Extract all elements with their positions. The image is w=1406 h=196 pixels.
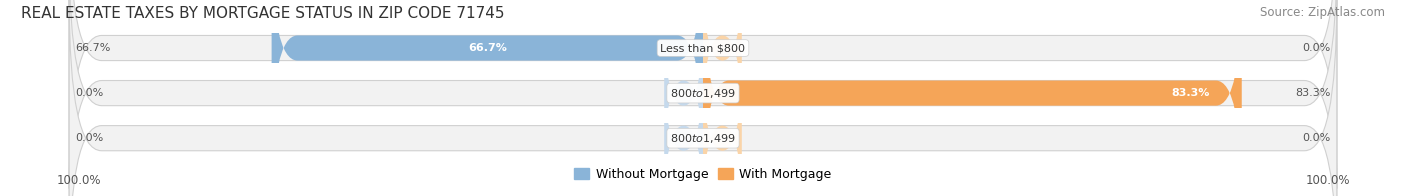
Text: 100.0%: 100.0% xyxy=(56,174,101,187)
Text: 100.0%: 100.0% xyxy=(1305,174,1350,187)
Text: 0.0%: 0.0% xyxy=(1302,43,1330,53)
Legend: Without Mortgage, With Mortgage: Without Mortgage, With Mortgage xyxy=(569,163,837,186)
FancyBboxPatch shape xyxy=(703,0,1241,196)
Text: $800 to $1,499: $800 to $1,499 xyxy=(671,132,735,145)
FancyBboxPatch shape xyxy=(703,0,742,127)
Text: 66.7%: 66.7% xyxy=(468,43,506,53)
Text: 83.3%: 83.3% xyxy=(1295,88,1330,98)
FancyBboxPatch shape xyxy=(664,14,703,172)
FancyBboxPatch shape xyxy=(69,0,1337,196)
FancyBboxPatch shape xyxy=(664,59,703,196)
FancyBboxPatch shape xyxy=(69,0,1337,189)
Text: 0.0%: 0.0% xyxy=(76,88,104,98)
FancyBboxPatch shape xyxy=(69,0,1337,196)
Text: 0.0%: 0.0% xyxy=(76,133,104,143)
Text: $800 to $1,499: $800 to $1,499 xyxy=(671,87,735,100)
Text: REAL ESTATE TAXES BY MORTGAGE STATUS IN ZIP CODE 71745: REAL ESTATE TAXES BY MORTGAGE STATUS IN … xyxy=(21,6,505,21)
Text: 0.0%: 0.0% xyxy=(1302,133,1330,143)
Text: Less than $800: Less than $800 xyxy=(661,43,745,53)
Text: Source: ZipAtlas.com: Source: ZipAtlas.com xyxy=(1260,6,1385,19)
FancyBboxPatch shape xyxy=(271,0,703,158)
FancyBboxPatch shape xyxy=(703,59,742,196)
Text: 66.7%: 66.7% xyxy=(76,43,111,53)
Text: 83.3%: 83.3% xyxy=(1171,88,1209,98)
